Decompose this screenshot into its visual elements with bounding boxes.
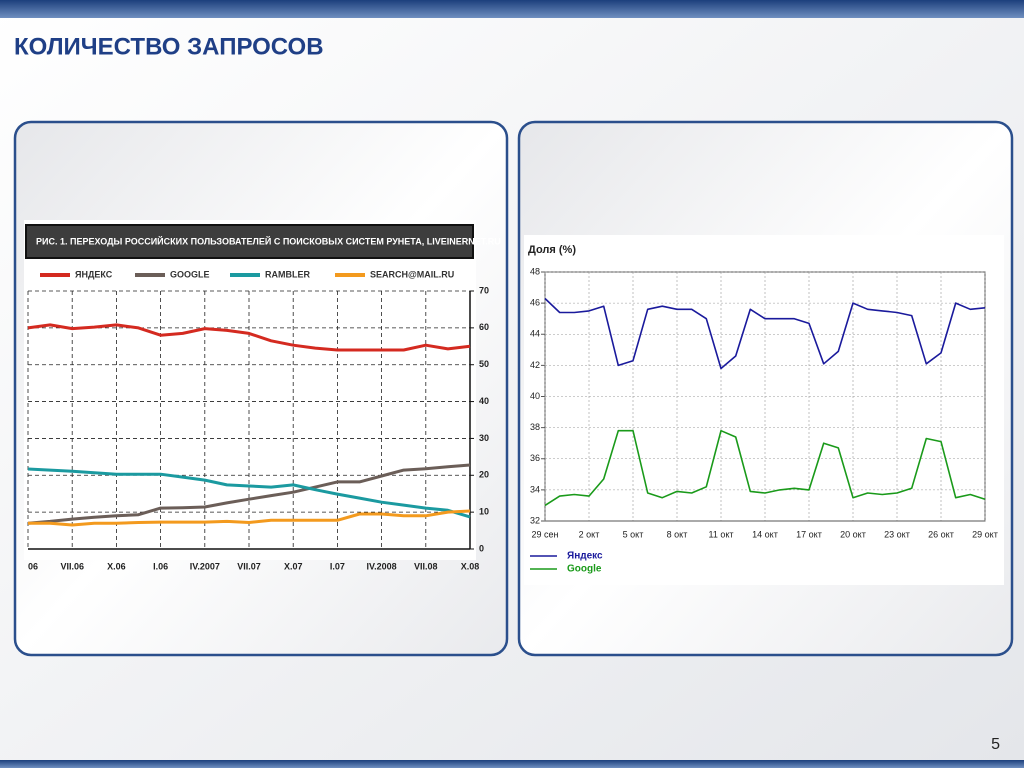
- legend-label: ЯНДЕКС: [75, 269, 113, 279]
- x-tick-label: 20 окт: [840, 529, 866, 539]
- y-tick-label: 20: [479, 470, 489, 480]
- x-tick-label: X.07: [284, 561, 303, 571]
- x-tick-label: 2 окт: [579, 529, 600, 539]
- y-tick-label: 42: [530, 360, 540, 370]
- x-tick-label: 06: [28, 561, 38, 571]
- y-tick-label: 10: [479, 507, 489, 517]
- x-tick-label: IV.2007: [190, 561, 220, 571]
- y-axis-label: Доля (%): [528, 244, 576, 256]
- x-tick-label: 5 окт: [623, 529, 644, 539]
- x-tick-label: IV.2008: [366, 561, 396, 571]
- series-line: [27, 467, 471, 519]
- x-tick-label: 23 окт: [884, 529, 910, 539]
- x-tick-label: VII.06: [60, 561, 84, 571]
- series-line: [544, 297, 986, 370]
- y-tick-label: 46: [530, 298, 540, 308]
- y-tick-label: 70: [479, 285, 489, 295]
- slide-title: КОЛИЧЕСТВО ЗАПРОСОВ: [14, 33, 324, 60]
- x-tick-label: 11 окт: [708, 529, 733, 539]
- chart-title: РИС. 1. ПЕРЕХОДЫ РОССИЙСКИХ ПОЛЬЗОВАТЕЛЕ…: [36, 235, 501, 246]
- series-line: [27, 323, 471, 352]
- y-tick-label: 44: [530, 329, 540, 339]
- y-tick-label: 60: [479, 322, 489, 332]
- top-bar: [0, 0, 1024, 18]
- x-tick-label: 14 окт: [752, 529, 778, 539]
- y-tick-label: 34: [530, 484, 540, 494]
- y-tick-label: 38: [530, 422, 540, 432]
- y-tick-label: 30: [479, 433, 489, 443]
- bottom-bar: [0, 760, 1024, 768]
- x-tick-label: 29 сен: [532, 529, 559, 539]
- x-tick-label: 17 окт: [796, 529, 822, 539]
- x-tick-label: VII.07: [237, 561, 261, 571]
- legend-label: RAMBLER: [265, 269, 310, 279]
- x-tick-label: 8 окт: [667, 529, 688, 539]
- legend-label: Яндекс: [567, 551, 603, 562]
- series-line: [544, 429, 986, 507]
- x-tick-label: 29 окт: [972, 529, 998, 539]
- page-number: 5: [991, 736, 1000, 753]
- x-tick-label: I.06: [153, 561, 168, 571]
- x-tick-label: VII.08: [414, 561, 438, 571]
- x-tick-label: I.07: [330, 561, 345, 571]
- y-tick-label: 50: [479, 359, 489, 369]
- series-line: [28, 509, 471, 527]
- legend-label: SEARCH@MAIL.RU: [370, 269, 454, 279]
- chart-area: [524, 235, 1004, 585]
- y-tick-label: 40: [530, 391, 540, 401]
- x-tick-label: X.06: [107, 561, 126, 571]
- legend-label: Google: [567, 564, 602, 575]
- y-tick-label: 40: [479, 396, 489, 406]
- y-tick-label: 0: [479, 543, 484, 553]
- series-line: [27, 463, 471, 525]
- legend-label: GOOGLE: [170, 269, 210, 279]
- x-tick-label: 26 окт: [928, 529, 954, 539]
- y-tick-label: 32: [530, 515, 540, 525]
- chart-title-bar: [25, 224, 474, 259]
- y-tick-label: 36: [530, 453, 540, 463]
- y-tick-label: 48: [530, 266, 540, 276]
- x-tick-label: X.08: [461, 561, 480, 571]
